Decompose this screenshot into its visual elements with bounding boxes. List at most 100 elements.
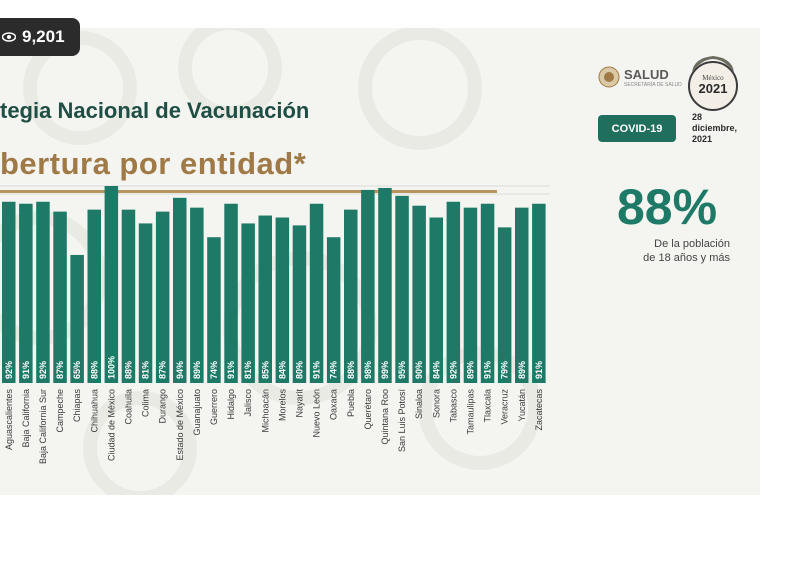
category-label: Jalisco (243, 389, 253, 417)
bar (241, 223, 255, 383)
bar (70, 254, 84, 383)
data-label: 100% (106, 356, 116, 379)
data-label: 80% (294, 361, 304, 379)
coverage-description-line2: de 18 años y más (643, 252, 730, 264)
bar (121, 209, 136, 383)
bar (2, 201, 16, 383)
category-label: Ciudad de México (106, 389, 116, 461)
data-label: 95% (397, 361, 407, 379)
data-label: 91% (483, 361, 493, 379)
eye-icon (2, 32, 16, 42)
bar (480, 203, 495, 383)
data-label: 88% (346, 361, 356, 379)
category-label: Yucatán (517, 389, 527, 422)
bar (19, 203, 33, 383)
bar (258, 215, 272, 383)
category-label: Querétaro (363, 389, 373, 430)
bar (207, 237, 221, 383)
category-label: Durango (158, 389, 168, 424)
bar (326, 237, 341, 383)
category-label: Zacatecas (534, 389, 544, 431)
data-label: 91% (21, 361, 31, 379)
bar (138, 223, 153, 383)
bar (344, 209, 358, 383)
bar (412, 205, 426, 383)
salud-emblem-icon (598, 66, 620, 88)
bar (36, 201, 50, 383)
bar (497, 227, 512, 383)
data-label: 81% (243, 361, 253, 379)
bar (361, 189, 375, 383)
category-label: Tlaxcala (483, 389, 493, 423)
bar (309, 203, 324, 383)
data-label: 81% (141, 361, 151, 379)
category-label: Puebla (346, 389, 356, 417)
bar (155, 211, 170, 383)
slide-subtitle: bertura por entidad* (0, 146, 307, 181)
category-label: Aguascalientes (4, 389, 14, 451)
bar (173, 197, 187, 383)
date-month: diciembre, (692, 123, 738, 133)
national-coverage-percent: 88% (617, 179, 718, 235)
data-label: 89% (517, 361, 527, 379)
category-label: Morelos (277, 389, 287, 422)
category-label: San Luis Potosí (397, 389, 407, 453)
data-label: 98% (363, 361, 373, 379)
title-underline (0, 190, 497, 193)
category-label: Hidalgo (226, 389, 236, 420)
data-label: 88% (89, 361, 99, 379)
bar (463, 207, 478, 383)
data-label: 74% (209, 361, 219, 379)
mexico-2021-seal-icon: México 2021 (688, 56, 738, 111)
data-label: 85% (260, 361, 270, 379)
data-label: 91% (226, 361, 236, 379)
bar (292, 225, 307, 383)
category-label: Nuevo León (312, 389, 322, 438)
category-label: Sonora (431, 389, 441, 418)
seal-year: 2021 (699, 81, 728, 96)
data-label: 91% (534, 361, 544, 379)
category-label: Baja California Sur (38, 389, 48, 464)
category-label: Colima (141, 389, 151, 417)
data-label: 87% (55, 361, 65, 379)
coverage-description-line1: De la población (654, 238, 730, 250)
data-label: 92% (4, 361, 14, 379)
data-label: 99% (380, 361, 390, 379)
data-label: 89% (465, 361, 475, 379)
category-label: Michoacán (260, 389, 270, 433)
data-label: 89% (192, 361, 202, 379)
date-year: 2021 (692, 134, 713, 144)
data-label: 92% (38, 361, 48, 379)
data-label: 91% (312, 361, 322, 379)
bar (395, 195, 409, 383)
bar (515, 207, 529, 383)
bar (275, 217, 290, 383)
view-count-badge: 9,201 (0, 18, 80, 56)
bar (429, 217, 443, 383)
category-label: Campeche (55, 389, 65, 433)
data-label: 79% (500, 361, 510, 379)
date-day: 28 (692, 112, 703, 122)
bar (87, 209, 101, 383)
category-label: Nayarit (294, 389, 304, 418)
data-label: 74% (329, 361, 339, 379)
slide-date: 28 diciembre, 2021 (692, 112, 762, 145)
svg-text:México: México (702, 74, 724, 82)
data-label: 84% (431, 361, 441, 379)
view-count: 9,201 (22, 27, 65, 46)
category-label: Chihuahua (89, 389, 99, 433)
data-label: 87% (158, 361, 168, 379)
category-label: Oaxaca (329, 389, 339, 420)
category-label: Guerrero (209, 389, 219, 425)
category-label: Quintana Roo (380, 389, 390, 445)
category-label: Tabasco (448, 389, 458, 423)
bar (224, 203, 238, 383)
salud-logo: SALUD SECRETARÍA DE SALUD (598, 66, 682, 88)
bar (53, 211, 67, 383)
coverage-bar-chart: 92% Aguascalientes 91% Baja California 92% Ba… (0, 185, 550, 464)
bar (378, 187, 392, 383)
category-label: Tamaulipas (465, 389, 475, 435)
data-label: 94% (175, 361, 185, 379)
bar (532, 203, 546, 383)
category-label: Guanajuato (192, 389, 202, 436)
